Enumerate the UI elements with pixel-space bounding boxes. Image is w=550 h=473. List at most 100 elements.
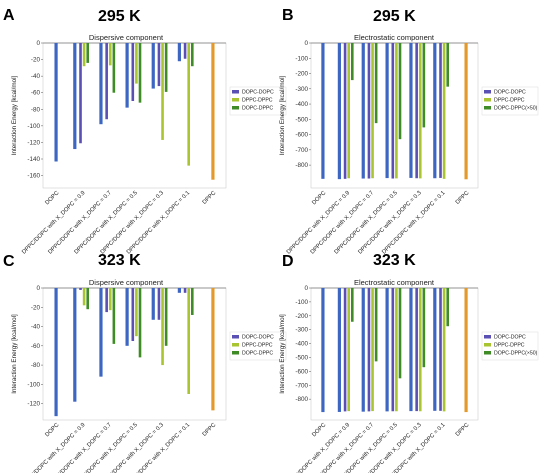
bar-pair-dopc-dopc bbox=[343, 288, 347, 412]
legend-box bbox=[481, 331, 539, 361]
bar-pair-dppc-dppc bbox=[108, 288, 112, 311]
bar-pure bbox=[433, 43, 437, 179]
y-tick-label: -80 bbox=[31, 362, 41, 369]
bar-pair-dopc-dopc bbox=[439, 288, 442, 411]
bar-pair-dppc-dppc bbox=[395, 288, 398, 412]
x-tick-label: DPPC bbox=[455, 422, 471, 438]
legend-label: DOPC-DOPC bbox=[494, 90, 526, 96]
bar-pair-dopc-dopc bbox=[415, 288, 418, 412]
bar-pure bbox=[433, 288, 437, 411]
y-tick-label: -200 bbox=[295, 71, 308, 78]
y-tick-label: -600 bbox=[295, 368, 308, 375]
y-tick-label: -200 bbox=[295, 313, 308, 320]
panel-temperature: 295 K bbox=[373, 8, 416, 25]
legend-label: DOPC-DPPC bbox=[242, 106, 273, 112]
bar-pure bbox=[73, 43, 77, 150]
bar-pair-dopc-dopc bbox=[131, 43, 135, 101]
panel-letter: C bbox=[3, 253, 15, 270]
y-tick-label: -800 bbox=[295, 162, 308, 169]
chart-title: Dispersive component bbox=[89, 33, 164, 42]
bar-pair-dopc-dopc bbox=[415, 43, 418, 179]
bar-pair-dopc-dopc bbox=[79, 43, 82, 144]
panel-letter: D bbox=[282, 253, 294, 270]
bar-pure bbox=[177, 288, 181, 293]
bar-pure bbox=[361, 43, 365, 179]
bar-pair-dopc-dppc bbox=[422, 288, 426, 368]
bar-pair-dppc-dppc bbox=[187, 43, 190, 166]
y-tick-label: -100 bbox=[295, 55, 308, 62]
panel-a: A 295 K Dispersive component 0 -20 -40 -60 -80 -… bbox=[3, 7, 287, 256]
legend-label: DOPC-DPPC(×50) bbox=[494, 106, 538, 112]
y-tick-label: -40 bbox=[31, 73, 41, 80]
bar-pair-dopc-dppc bbox=[86, 43, 90, 63]
bar-pure bbox=[73, 288, 77, 402]
x-tick-label: DPPC bbox=[455, 190, 471, 206]
y-axis-label: Interaction Energy [kcal/mol] bbox=[11, 76, 18, 156]
bar-pure bbox=[361, 288, 365, 412]
plot-area bbox=[42, 42, 227, 189]
legend-swatch bbox=[232, 351, 239, 355]
bar-pair-dopc-dppc bbox=[86, 288, 90, 310]
y-tick-label: -20 bbox=[31, 304, 41, 311]
bar-pair-dopc-dopc bbox=[183, 288, 187, 293]
bar-pure bbox=[125, 43, 129, 108]
bar-pure bbox=[177, 43, 181, 62]
y-tick-label: 0 bbox=[304, 40, 308, 47]
y-tick-label: -700 bbox=[295, 147, 308, 154]
y-tick-label: -100 bbox=[295, 299, 308, 306]
legend-box bbox=[229, 331, 287, 361]
bar-pair-dopc-dopc bbox=[343, 43, 347, 179]
bar-pair-dppc-dppc bbox=[371, 43, 374, 179]
bar-pure bbox=[337, 288, 341, 412]
bar-pure bbox=[99, 288, 103, 377]
legend-swatch bbox=[484, 98, 491, 102]
bar-pure bbox=[125, 288, 129, 346]
bar-pure bbox=[211, 43, 215, 180]
y-tick-label: -600 bbox=[295, 132, 308, 139]
legend: DOPC-DOPC DPPC-DPPC DOPC-DPPC bbox=[229, 86, 287, 116]
bar-pair-dopc-dopc bbox=[105, 288, 108, 313]
y-tick-label: -40 bbox=[31, 324, 41, 331]
panel-letter: B bbox=[282, 7, 294, 24]
bar-pair-dopc-dppc bbox=[190, 288, 194, 315]
bar-pure bbox=[151, 43, 155, 89]
y-tick-label: -300 bbox=[295, 327, 308, 334]
legend-box bbox=[229, 86, 287, 116]
legend-swatch bbox=[232, 98, 239, 102]
bar-pure bbox=[464, 288, 468, 413]
bar-pair-dopc-dppc bbox=[350, 288, 354, 322]
legend-swatch bbox=[232, 343, 239, 347]
bar-pair-dopc-dopc bbox=[439, 43, 442, 178]
bar-pair-dopc-dopc bbox=[105, 43, 108, 120]
y-tick-label: -140 bbox=[27, 156, 40, 163]
y-tick-label: -120 bbox=[27, 401, 40, 408]
y-tick-label: -160 bbox=[27, 173, 40, 180]
legend-swatch bbox=[232, 106, 239, 110]
bar-pair-dppc-dppc bbox=[135, 43, 138, 84]
plot-area bbox=[310, 42, 479, 189]
bar-pair-dppc-dppc bbox=[418, 43, 422, 179]
bar-pair-dppc-dppc bbox=[347, 43, 350, 179]
bar-pure bbox=[409, 43, 413, 178]
bar-pure bbox=[337, 43, 341, 180]
panel-temperature: 323 K bbox=[98, 252, 141, 269]
x-tick-label: DOPC bbox=[44, 422, 60, 438]
bar-pair-dppc-dppc bbox=[161, 43, 164, 140]
bar-pair-dopc-dppc bbox=[138, 43, 142, 103]
bar-pure bbox=[321, 288, 325, 413]
bar-pair-dppc-dppc bbox=[347, 288, 350, 412]
bar-pair-dppc-dppc bbox=[371, 288, 374, 412]
panel-d: D 323 K Electrostatic component 0 -100 -200 -3… bbox=[279, 252, 539, 473]
legend: DOPC-DOPC DPPC-DPPC DOPC-DPPC bbox=[229, 331, 287, 361]
bar-pure bbox=[385, 43, 389, 179]
y-tick-label: -100 bbox=[27, 123, 40, 130]
bar-pair-dppc-dppc bbox=[442, 288, 446, 412]
y-tick-label: -60 bbox=[31, 90, 41, 97]
bar-pure bbox=[54, 43, 58, 162]
bar-pair-dopc-dppc bbox=[112, 288, 116, 344]
y-axis-label: Interaction Energy [kcal/mol] bbox=[279, 76, 286, 156]
bar-pair-dppc-dppc bbox=[161, 288, 164, 366]
plot-area bbox=[310, 287, 479, 421]
x-tick-label: DOPC bbox=[44, 190, 60, 206]
